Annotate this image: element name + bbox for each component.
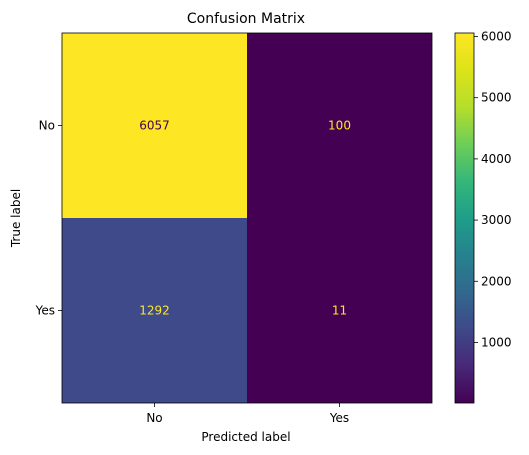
y-axis-label: True label — [9, 189, 23, 248]
y-axis-ticks: No Yes — [35, 119, 62, 318]
heatmap-value-labels: 6057 100 1292 11 — [139, 119, 351, 318]
colorbar — [454, 32, 475, 404]
heatmap-value-label: 100 — [328, 119, 351, 133]
heatmap-cell — [247, 33, 432, 218]
x-tick-label: No — [146, 411, 162, 425]
x-axis-ticks: No Yes — [146, 403, 349, 425]
x-tick-label: Yes — [329, 411, 349, 425]
heatmap-cell — [62, 218, 247, 403]
heatmap-cell — [62, 33, 247, 218]
heatmap-cells — [62, 33, 432, 403]
chart-title: Confusion Matrix — [187, 11, 305, 27]
colorbar-tick-label: 5000 — [481, 91, 512, 105]
heatmap-value-label: 6057 — [139, 119, 170, 133]
colorbar-tick-label: 1000 — [481, 335, 512, 349]
plot-frame — [61, 32, 433, 404]
colorbar-tick-label: 2000 — [481, 274, 512, 288]
colorbar-tick-label: 6000 — [481, 29, 512, 43]
colorbar-tick-label: 4000 — [481, 152, 512, 166]
heatmap-value-label: 11 — [332, 304, 347, 318]
colorbar-ticks: 1000 2000 3000 4000 5000 6000 — [474, 29, 512, 349]
heatmap-cell — [247, 218, 432, 403]
x-axis-label: Predicted label — [201, 430, 290, 444]
colorbar-tick-label: 3000 — [481, 213, 512, 227]
y-tick-label: No — [39, 119, 55, 133]
y-tick-label: Yes — [35, 304, 55, 318]
heatmap-value-label: 1292 — [139, 304, 170, 318]
